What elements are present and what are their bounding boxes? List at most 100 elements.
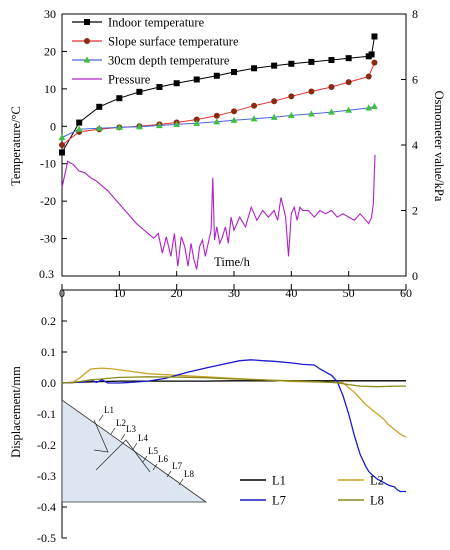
30cm-depth-temperature-point bbox=[328, 108, 335, 115]
30cm-depth-temperature-point bbox=[136, 123, 143, 130]
30cm-depth-temperature-point bbox=[58, 133, 66, 141]
bottom-legend: L1 L2 L7 L8 bbox=[240, 474, 384, 508]
indoor-temperature-point bbox=[76, 119, 83, 126]
slope-surface-temperature-point bbox=[271, 98, 278, 105]
slope-surface-temperature-point bbox=[365, 73, 372, 80]
inset-pointer-l5 bbox=[142, 455, 148, 463]
bottom-y-axis-title: Displacement/mm bbox=[9, 366, 23, 458]
legend-l8-label: L8 bbox=[370, 494, 384, 508]
pressure-line bbox=[61, 154, 376, 270]
inset-label-l1: L1 bbox=[104, 405, 114, 415]
series-l7-line bbox=[61, 359, 406, 493]
indoor-temperature-point bbox=[96, 103, 103, 110]
inset-pointer-l1 bbox=[98, 414, 104, 422]
legend-indoor-temperature-marker bbox=[84, 19, 90, 25]
indoor-temperature-point bbox=[213, 72, 220, 79]
inset-label-l7: L7 bbox=[172, 461, 182, 471]
bottom-y-tick-label: -0.5 bbox=[37, 531, 56, 545]
top-right-tick-label: 2 bbox=[412, 204, 418, 218]
bottom-y-tick-label: -0.1 bbox=[37, 407, 56, 421]
top-left-tick-label: 30 bbox=[44, 7, 56, 21]
30cm-depth-temperature-point bbox=[75, 125, 83, 132]
slope-surface-temperature-point bbox=[231, 108, 237, 115]
slope-inner-line bbox=[95, 439, 151, 473]
top-right-tick-label: 0 bbox=[412, 269, 418, 283]
x-tick-label: 20 bbox=[171, 286, 183, 300]
top-left-tick-label: -10 bbox=[40, 157, 56, 171]
top-left-tick-label: 0 bbox=[50, 119, 56, 133]
legend-l2-label: L2 bbox=[370, 474, 384, 488]
indoor-temperature-point bbox=[368, 51, 375, 58]
legend-30cm-depth-temperature-label: 30cm depth temperature bbox=[108, 54, 230, 68]
legend-indoor-temperature-label: Indoor temperature bbox=[108, 16, 205, 30]
slope-surface-temperature-point bbox=[345, 79, 352, 86]
x-tick-label: 60 bbox=[400, 286, 412, 300]
slope-surface-temperature-point bbox=[193, 116, 200, 123]
indoor-temperature-point bbox=[116, 95, 123, 102]
x-tick-label: 50 bbox=[343, 286, 355, 300]
top-left-tick-label: 10 bbox=[44, 82, 56, 96]
inset-label-l3: L3 bbox=[126, 424, 136, 434]
top-y-bottom-label: 0.3 bbox=[39, 267, 54, 281]
30cm-depth-temperature-point bbox=[371, 102, 378, 110]
slope-crack-line bbox=[93, 419, 109, 453]
top-y-axis-title: Temperature/°C bbox=[9, 106, 23, 186]
bottom-y-tick-label: 0.2 bbox=[41, 314, 56, 328]
indoor-temperature-point bbox=[371, 33, 378, 40]
top-right-tick-label: 8 bbox=[412, 7, 418, 21]
top-right-tick-label: 4 bbox=[412, 138, 418, 152]
indoor-temperature-point bbox=[231, 69, 237, 76]
30cm-depth-temperature-point bbox=[193, 119, 201, 126]
indoor-temperature-point bbox=[328, 57, 335, 64]
slope-surface-temperature-point bbox=[59, 142, 65, 148]
legend-slope-surface-temperature-marker bbox=[84, 38, 90, 44]
30cm-depth-temperature-point bbox=[287, 111, 295, 119]
slope-surface-temperature-point bbox=[328, 83, 335, 90]
series-l1-line bbox=[61, 380, 406, 384]
legend-l1-label: L1 bbox=[272, 474, 286, 488]
legend-pressure-label: Pressure bbox=[108, 73, 151, 87]
inset-pointer-l2 bbox=[110, 427, 116, 435]
indoor-temperature-point bbox=[173, 80, 180, 87]
bottom-y-tick-label: 0.0 bbox=[41, 376, 56, 390]
slope-surface-temperature-point bbox=[371, 59, 378, 66]
inset-pointer-l3 bbox=[120, 433, 126, 441]
indoor-temperature-point bbox=[288, 60, 295, 67]
inset-label-l6: L6 bbox=[158, 454, 168, 464]
indoor-temperature-point bbox=[193, 76, 200, 83]
30cm-depth-temperature-point bbox=[173, 120, 181, 128]
indoor-temperature-point bbox=[156, 83, 163, 90]
legend-slope-surface-temperature-label: Slope surface temperature bbox=[108, 35, 239, 49]
inset-pointer-l4 bbox=[132, 442, 138, 450]
30cm-depth-temperature-point bbox=[230, 116, 238, 123]
slope-surface-temperature-point bbox=[308, 88, 315, 95]
slope-surface-temperature-point bbox=[251, 102, 258, 109]
inset-pointer-l6 bbox=[152, 463, 158, 471]
inset-pointer-l8 bbox=[178, 478, 184, 486]
30cm-depth-temperature-point bbox=[250, 115, 258, 122]
inset-label-l5: L5 bbox=[148, 446, 158, 456]
legend-30cm-depth-temperature-marker bbox=[83, 56, 91, 63]
top-right-tick-label: 6 bbox=[412, 73, 418, 87]
inset-label-l4: L4 bbox=[138, 433, 148, 443]
30cm-depth-temperature-point bbox=[156, 121, 163, 129]
30cm-depth-temperature-point bbox=[115, 123, 123, 131]
indoor-temperature-point bbox=[251, 65, 258, 72]
30cm-depth-temperature-point bbox=[213, 118, 221, 125]
top-left-tick-label: 20 bbox=[44, 44, 56, 58]
bottom-y-tick-label: -0.3 bbox=[37, 469, 56, 483]
inset-pointer-l7 bbox=[166, 470, 172, 478]
30cm-depth-temperature-point bbox=[365, 104, 373, 111]
top-left-tick-label: -20 bbox=[40, 194, 56, 208]
inset-label-l2: L2 bbox=[116, 418, 126, 428]
30cm-depth-temperature-point bbox=[95, 124, 103, 131]
slope-surface-temperature-point bbox=[288, 93, 295, 100]
bottom-y-tick-label: -0.4 bbox=[37, 500, 56, 514]
30cm-depth-temperature-point bbox=[308, 110, 315, 117]
series-l8-line bbox=[61, 376, 406, 388]
series-l2-line bbox=[61, 367, 407, 438]
